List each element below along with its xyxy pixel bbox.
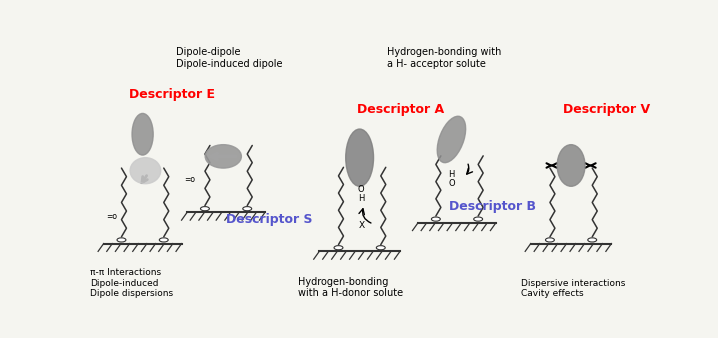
Circle shape <box>243 207 252 211</box>
Text: H: H <box>448 170 454 179</box>
Circle shape <box>546 238 554 242</box>
Circle shape <box>159 238 168 242</box>
Circle shape <box>588 238 597 242</box>
Text: Hydrogen-bonding
with a H-donor solute: Hydrogen-bonding with a H-donor solute <box>299 276 404 298</box>
Text: Dispersive interactions
Cavity effects: Dispersive interactions Cavity effects <box>521 279 625 298</box>
Text: Descriptor V: Descriptor V <box>563 103 650 116</box>
Text: Descriptor A: Descriptor A <box>357 103 444 116</box>
Ellipse shape <box>130 158 161 184</box>
Ellipse shape <box>557 145 585 186</box>
Text: Descriptor E: Descriptor E <box>129 88 215 101</box>
Ellipse shape <box>132 114 153 155</box>
Text: X: X <box>358 221 364 230</box>
Text: O: O <box>358 185 365 194</box>
Text: Descriptor B: Descriptor B <box>449 200 536 213</box>
Ellipse shape <box>205 145 241 168</box>
Circle shape <box>376 246 386 250</box>
Ellipse shape <box>346 129 373 186</box>
Text: =o: =o <box>185 175 195 185</box>
Ellipse shape <box>437 116 466 163</box>
Circle shape <box>474 217 482 221</box>
Text: Hydrogen-bonding with
a H- acceptor solute: Hydrogen-bonding with a H- acceptor solu… <box>388 47 502 69</box>
Circle shape <box>117 238 126 242</box>
Circle shape <box>432 217 440 221</box>
Text: O: O <box>448 179 454 188</box>
Circle shape <box>334 246 343 250</box>
Text: Dipole-dipole
Dipole-induced dipole: Dipole-dipole Dipole-induced dipole <box>176 47 282 69</box>
Text: π-π Interactions
Dipole-induced
Dipole dispersions: π-π Interactions Dipole-induced Dipole d… <box>90 268 174 298</box>
Text: H: H <box>358 194 365 202</box>
Circle shape <box>200 207 210 211</box>
Text: =o: =o <box>106 212 118 221</box>
Text: Descriptor S: Descriptor S <box>226 213 312 226</box>
